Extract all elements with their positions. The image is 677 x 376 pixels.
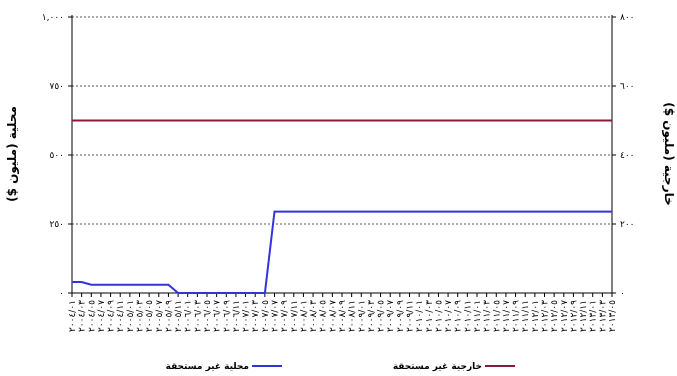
x-tick-label: ٢٠٠٤/٠٩ bbox=[107, 300, 117, 332]
x-tick-label: ٢٠١٢/٠٣ bbox=[541, 300, 551, 332]
x-tick-label: ٢٠٠٤/٠٣ bbox=[78, 300, 88, 332]
x-tick-label: ٢٠٠٤/٠٧ bbox=[97, 300, 107, 332]
x-tick-label: ٢٠٠٦/٠٩ bbox=[222, 300, 232, 332]
right-tick-label: ٦٠٠ bbox=[620, 82, 635, 92]
x-tick-label: ٢٠١٣/٠٥ bbox=[608, 300, 618, 332]
right-tick-label: ٨٠٠ bbox=[620, 13, 635, 23]
series-lines bbox=[72, 119, 612, 294]
x-tick-label: ٢٠٠٩/٠٧ bbox=[386, 300, 396, 332]
x-tick-label: ٢٠٠٦/١١ bbox=[232, 300, 242, 332]
x-tick-label: ٢٠٠٧/٠١ bbox=[242, 300, 252, 332]
x-tick-label: ٢٠١٠/٠٣ bbox=[425, 300, 435, 332]
x-tick-label: ٢٠١٠/٠٥ bbox=[434, 300, 444, 332]
x-tick-label: ٢٠١٠/٠١ bbox=[415, 300, 425, 332]
x-tick-label: ٢٠١٣/٠١ bbox=[589, 300, 599, 332]
x-tick-label: ٢٠٠٤/٠١ bbox=[68, 300, 78, 332]
x-tick-label: ٢٠١١/٠٥ bbox=[492, 300, 502, 332]
legend-label-external: خارجية غير مستحقة bbox=[393, 362, 482, 372]
x-tick-label: ٢٠٠٤/١١ bbox=[116, 300, 126, 332]
right-tick-label: ٢٠٠ bbox=[620, 220, 635, 230]
x-tick-label: ٢٠٠٦/٠٥ bbox=[203, 300, 213, 332]
gridlines bbox=[72, 16, 612, 225]
legend-label-domestic: محلية غير مستحقة bbox=[166, 362, 249, 372]
right-tick-label: ٤٠٠ bbox=[620, 151, 635, 161]
x-tick-label: ٢٠٠٤/٠٥ bbox=[87, 300, 97, 332]
x-tick-label: ٢٠١١/١١ bbox=[521, 300, 531, 332]
x-tick-label: ٢٠٠٨/١١ bbox=[348, 300, 358, 332]
x-tick-label: ٢٠٠٩/٠٣ bbox=[367, 300, 377, 332]
x-tick-label: ٢٠١٢/١١ bbox=[579, 300, 589, 332]
x-tick-label: ٢٠١١/٠٧ bbox=[502, 300, 512, 332]
x-tick-label: ٢٠١٢/٠٩ bbox=[569, 300, 579, 332]
x-tick-label: ٢٠٠٩/٠١ bbox=[357, 300, 367, 332]
left-axis-title: محلية (مليون $) bbox=[5, 106, 20, 202]
x-tick-label: ٢٠١١/٠٣ bbox=[483, 300, 493, 332]
x-tick-label: ٢٠٠٨/٠٥ bbox=[319, 300, 329, 332]
x-tick-label: ٢٠١٣/٠٣ bbox=[598, 300, 608, 332]
x-tick-label: ٢٠٠٥/٠٣ bbox=[136, 300, 146, 332]
x-tick-label: ٢٠١٢/٠٥ bbox=[550, 300, 560, 332]
x-tick-label: ٢٠٠٧/٠٧ bbox=[271, 300, 281, 332]
x-tick-label: ٢٠٠٨/٠٧ bbox=[328, 300, 338, 332]
x-tick-label: ٢٠٠٦/٠٣ bbox=[193, 300, 203, 332]
right-axis-title: خارجية (مليون $) bbox=[661, 102, 676, 206]
x-tick-label: ٢٠٠٨/٠٩ bbox=[338, 300, 348, 332]
x-tick-label: ٢٠٠٦/٠١ bbox=[184, 300, 194, 332]
x-tick-label: ٢٠١١/٠١ bbox=[473, 300, 483, 332]
x-tick-label: ٢٠٠٧/١١ bbox=[290, 300, 300, 332]
x-tick-label: ٢٠١٠/٠٧ bbox=[444, 300, 454, 332]
series-line-domestic bbox=[72, 210, 612, 294]
x-tick-label: ٢٠١٢/٠١ bbox=[531, 300, 541, 332]
x-tick-label: ٢٠٠٦/٠٧ bbox=[213, 300, 223, 332]
x-axis-ticks: ٢٠٠٤/٠١ ٢٠٠٤/٠٣ ٢٠٠٤/٠٥ ٢٠٠٤/٠٧ ٢٠٠٤/٠٩ ٢٠٠٤/… bbox=[68, 293, 618, 332]
x-tick-label: ٢٠٠٩/٠٥ bbox=[377, 300, 387, 332]
left-tick-label: ٥٠٠ bbox=[49, 151, 64, 161]
right-tick-label: ٠ bbox=[620, 289, 625, 299]
left-tick-label: ٢٥٠ bbox=[49, 220, 64, 230]
right-axis-ticks: ٠ ٢٠٠ ٤٠٠ ٦٠٠ ٨٠٠ bbox=[612, 13, 635, 299]
left-axis-ticks: ٠ ٢٥٠ ٥٠٠ ٧٥٠ ١,٠٠٠ bbox=[42, 13, 72, 299]
x-tick-label: ٢٠٠٩/١١ bbox=[406, 300, 416, 332]
x-tick-label: ٢٠٠٥/٠٩ bbox=[164, 300, 174, 332]
left-tick-label: ٠ bbox=[59, 289, 64, 299]
x-tick-label: ٢٠٠٨/٠١ bbox=[299, 300, 309, 332]
x-tick-label: ٢٠٠٧/٠٣ bbox=[251, 300, 261, 332]
legend: محلية غير مستحقة خارجية غير مستحقة bbox=[166, 362, 515, 372]
x-tick-label: ٢٠١١/٠٩ bbox=[512, 300, 522, 332]
left-tick-label: ٧٥٠ bbox=[49, 82, 64, 92]
x-tick-label: ٢٠٠٥/٠٥ bbox=[145, 300, 155, 332]
x-tick-label: ٢٠٠٩/٠٩ bbox=[396, 300, 406, 332]
x-tick-label: ٢٠٠٧/٠٥ bbox=[261, 300, 271, 332]
x-tick-label: ٢٠١٠/١١ bbox=[463, 300, 473, 332]
axes bbox=[71, 15, 613, 294]
x-tick-label: ٢٠٠٧/٠٩ bbox=[280, 300, 290, 332]
x-tick-label: ٢٠٠٥/٠١ bbox=[126, 300, 136, 332]
x-tick-label: ٢٠١٢/٠٧ bbox=[560, 300, 570, 332]
x-tick-label: ٢٠٠٨/٠٣ bbox=[309, 300, 319, 332]
x-tick-label: ٢٠٠٥/١١ bbox=[174, 300, 184, 332]
x-tick-label: ٢٠٠٥/٠٧ bbox=[155, 300, 165, 332]
left-tick-label: ١,٠٠٠ bbox=[42, 13, 64, 23]
x-tick-label: ٢٠١٠/٠٩ bbox=[454, 300, 464, 332]
